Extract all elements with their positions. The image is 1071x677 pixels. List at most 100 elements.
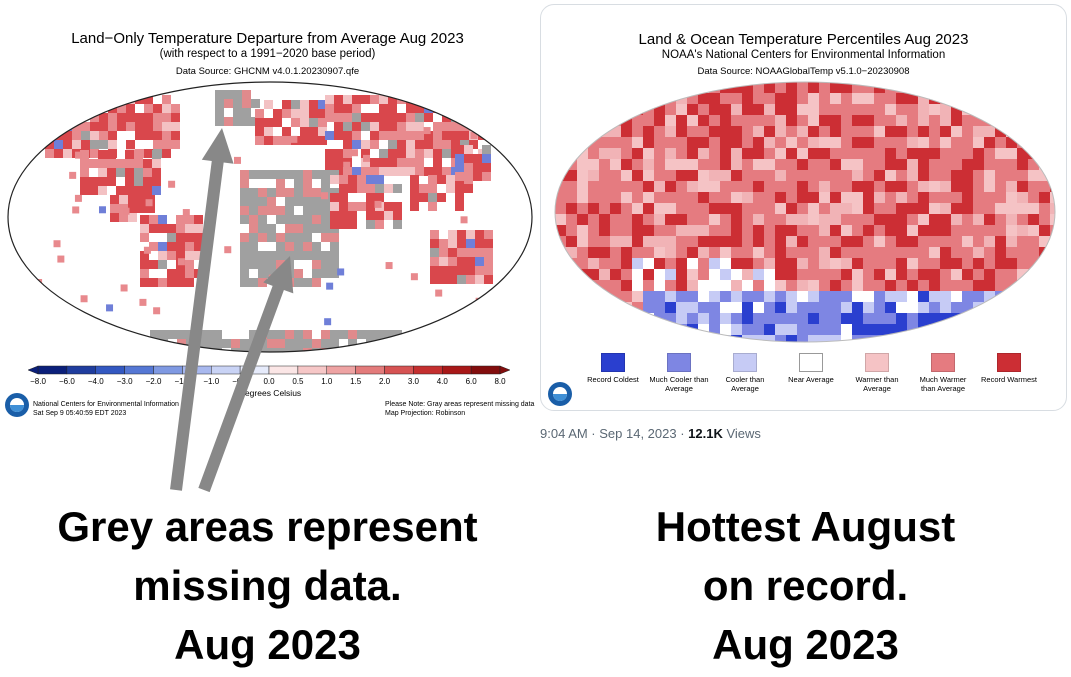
percentile-cell [720,280,731,291]
percentile-cell [940,236,951,247]
percentile-cell [665,247,676,258]
percentile-cell [720,225,731,236]
colorbar-tick-label: 6.0 [465,377,477,386]
land-cell [334,158,343,167]
percentile-cell [962,236,973,247]
land-cell [352,95,361,104]
arrow-to-greenland [170,128,234,491]
land-cell [379,122,388,131]
land-cell [455,184,464,193]
land-ocean-percentile-panel: Land & Ocean Temperature Percentiles Aug… [540,4,1067,411]
percentile-cell [984,192,995,203]
percentile-cell [599,192,610,203]
percentile-cell [1028,324,1039,335]
percentile-cell [863,291,874,302]
percentile-cell [742,225,753,236]
percentile-cell [775,192,786,203]
percentile-cell [786,203,797,214]
percentile-cell [852,93,863,104]
percentile-cell [764,214,775,225]
percentile-cell [665,302,676,313]
island-cell [168,180,176,188]
percentile-cell [797,93,808,104]
percentile-cell [709,115,720,126]
percentile-cell [599,313,610,324]
percentile-cell [588,291,599,302]
percentile-cell [665,126,676,137]
legend-item: Cooler than Average [715,353,775,393]
percentile-cell [588,181,599,192]
land-cell [321,179,330,188]
percentile-cell [885,313,896,324]
percentile-cell [753,313,764,324]
land-cell [339,184,348,193]
percentile-cell [599,203,610,214]
percentile-cell [940,137,951,148]
percentile-cell [632,313,643,324]
percentile-cell [632,137,643,148]
percentile-cell [577,291,588,302]
percentile-cell [1006,159,1017,170]
legend-label: Record Coldest [587,375,639,384]
percentile-cell [973,126,984,137]
land-cell [134,168,143,177]
percentile-cell [808,115,819,126]
island-cell [182,209,190,217]
percentile-cell [786,181,797,192]
land-cell [457,257,466,266]
percentile-cell [632,258,643,269]
percentile-cell [786,159,797,170]
land-cell [185,242,194,251]
percentile-cell [1050,170,1055,181]
percentile-cell [753,324,764,335]
land-cell [366,184,375,193]
land-cell [388,158,397,167]
percentile-cell [753,225,764,236]
legend-item: Warmer than Average [847,353,907,393]
land-cell [185,215,194,224]
land-cell [224,90,233,99]
percentile-cell [940,214,951,225]
colorbar-tick-label: 0.5 [292,377,304,386]
percentile-cell [819,115,830,126]
percentile-cell [753,115,764,126]
percentile-cell [841,291,852,302]
percentile-cell [742,126,753,137]
percentile-cell [797,148,808,159]
land-cell [144,122,153,131]
percentile-cell [929,203,940,214]
land-cell [343,140,352,149]
percentile-cell [1017,335,1028,342]
percentile-cell [599,214,610,225]
land-cell [258,206,267,215]
land-cell [466,275,475,284]
percentile-cell [577,104,588,115]
percentile-cell [1050,335,1055,342]
percentile-cell [566,247,577,258]
percentile-cell [577,93,588,104]
percentile-cell [753,302,764,313]
land-cell [90,140,99,149]
percentile-cell [1039,82,1050,93]
percentile-cell [863,258,874,269]
percentile-cell [555,126,566,137]
colorbar-tick-label: −6.0 [58,377,75,386]
land-cell [366,330,375,339]
percentile-cell [896,115,907,126]
land-cell [430,248,439,257]
percentile-cell [775,324,786,335]
left-footer-org: National Centers for Environmental Infor… [33,400,179,418]
percentile-cell [995,302,1006,313]
land-cell [267,188,276,197]
percentile-cell [1017,126,1028,137]
percentile-cell [764,148,775,159]
percentile-cell [918,247,929,258]
percentile-cell [940,93,951,104]
land-cell [361,140,370,149]
land-cell [134,177,143,186]
percentile-cell [764,280,775,291]
land-cell [98,186,107,195]
land-cell [125,159,134,168]
land-cell [442,149,451,158]
land-cell [146,204,155,213]
